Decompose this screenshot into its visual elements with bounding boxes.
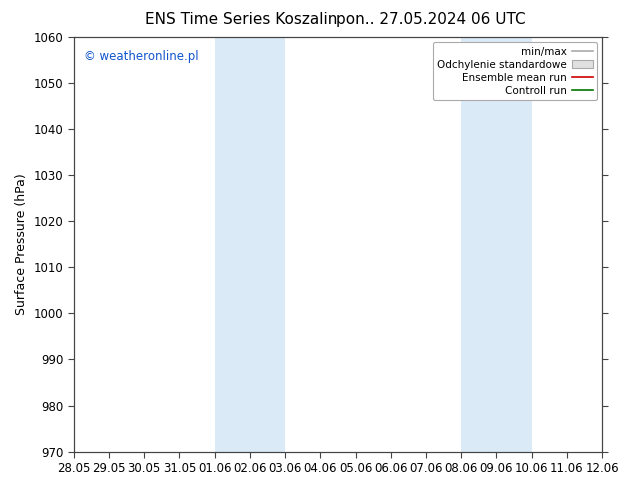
- Legend: min/max, Odchylenie standardowe, Ensemble mean run, Controll run: min/max, Odchylenie standardowe, Ensembl…: [433, 42, 597, 100]
- Bar: [462, 37, 532, 452]
- Text: © weatheronline.pl: © weatheronline.pl: [84, 49, 199, 63]
- Text: ENS Time Series Koszalin: ENS Time Series Koszalin: [145, 12, 337, 27]
- Bar: [215, 37, 285, 452]
- Text: pon.. 27.05.2024 06 UTC: pon.. 27.05.2024 06 UTC: [336, 12, 526, 27]
- Y-axis label: Surface Pressure (hPa): Surface Pressure (hPa): [15, 173, 28, 315]
